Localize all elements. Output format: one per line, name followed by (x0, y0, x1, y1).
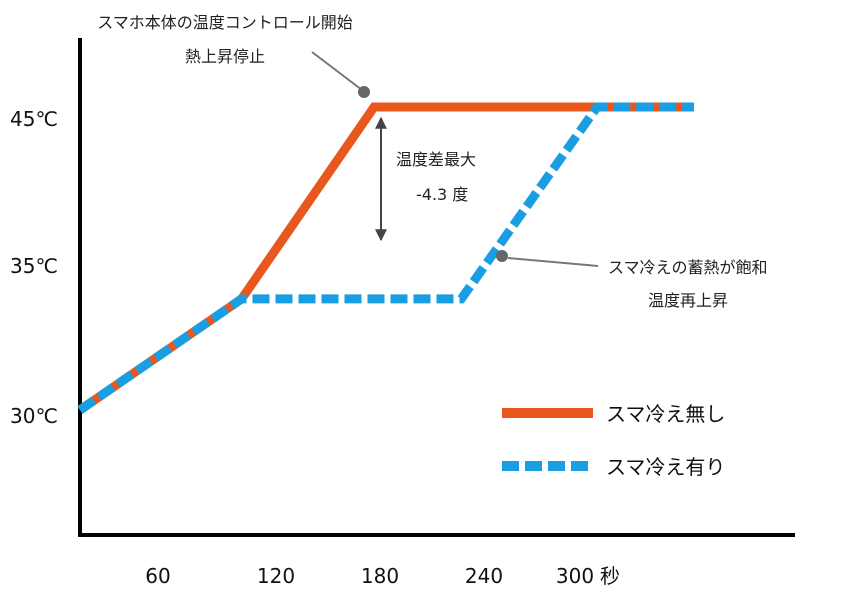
annotation-top-line2: 熱上昇停止 (185, 47, 265, 66)
y-tick-label-35: 35℃ (10, 254, 58, 278)
annotation-right-leader (507, 257, 599, 267)
y-tick-label-45: 45℃ (10, 107, 58, 131)
legend-label-solid: スマ冷え無し (606, 402, 725, 426)
annotation-top-line1: スマホ本体の温度コントロール開始 (97, 13, 353, 32)
annotation-middle-line1: 温度差最大 (396, 150, 476, 169)
annotation-right-line1: スマ冷えの蓄熱が飽和 (608, 258, 768, 277)
x-tick-label-240: 240 (465, 564, 503, 588)
x-axis-unit: 秒 (600, 564, 620, 588)
legend-label-dashed: スマ冷え有り (606, 455, 725, 479)
annotation-right-line2: 温度再上昇 (648, 291, 728, 310)
x-tick-label-180: 180 (361, 564, 399, 588)
y-tick-label-30: 30℃ (10, 404, 58, 428)
series-line-without-smahie (77, 102, 694, 414)
series-line-with-smahie (77, 102, 694, 414)
x-tick-label-300: 300 (556, 564, 594, 588)
x-tick-label-60: 60 (145, 564, 170, 588)
x-tick-label-120: 120 (257, 564, 295, 588)
annotation-right-marker (496, 250, 508, 262)
annotation-middle-line2: -4.3 度 (416, 185, 468, 204)
annotation-top-marker (358, 86, 370, 98)
annotation-top-leader (311, 51, 363, 91)
